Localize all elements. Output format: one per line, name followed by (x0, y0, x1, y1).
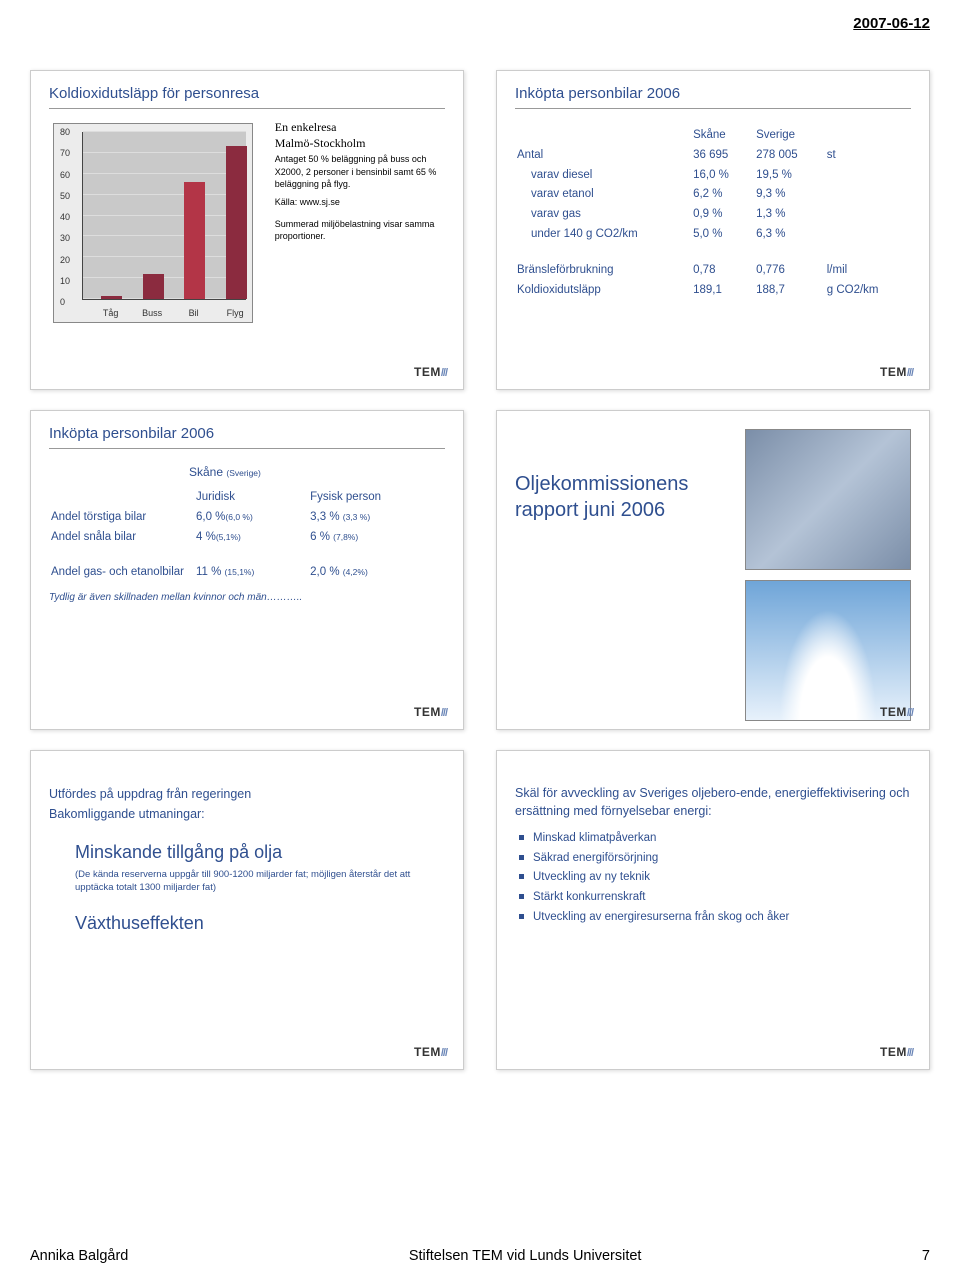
table-s3: JuridiskFysisk personAndel törstiga bila… (49, 487, 445, 584)
slide-4-title: Oljekommissionens rapport juni 2006 (515, 471, 745, 523)
slide-1: Koldioxidutsläpp för personresa 01020304… (30, 70, 464, 390)
note-s3: Summerad miljöbelastning visar samma pro… (275, 218, 445, 242)
image-oilpump (745, 429, 911, 570)
rule (515, 108, 911, 109)
slide-grid: Koldioxidutsläpp för personresa 01020304… (30, 70, 930, 1070)
region: Skåne (189, 465, 223, 479)
page-footer: Annika Balgård Stiftelsen TEM vid Lunds … (30, 1248, 930, 1264)
region-paren: (Sverige) (226, 468, 260, 478)
rule (49, 448, 445, 449)
bullet-item: Stärkt konkurrenskraft (533, 889, 911, 906)
bullet-item: Säkrad energiförsörjning (533, 850, 911, 867)
bullet-item: Utveckling av ny teknik (533, 869, 911, 886)
slide-2-title: Inköpta personbilar 2006 (515, 85, 911, 102)
oil-heading: Minskande tillgång på olja (75, 839, 445, 865)
footer-org: Stiftelsen TEM vid Lunds Universitet (409, 1248, 642, 1264)
tem-logo: TEM/// (880, 705, 913, 719)
tem-logo: TEM/// (880, 1045, 913, 1059)
lead-s6: Skäl för avveckling av Sveriges oljebero… (515, 785, 911, 820)
image-turbines (745, 580, 911, 721)
chart-note: En enkelresa Malmö-Stockholm Antaget 50 … (267, 119, 445, 381)
greenhouse-heading: Växthuseffekten (75, 910, 445, 936)
bar-chart: 01020304050607080TågBussBilFlyg (49, 119, 267, 381)
slide-2: Inköpta personbilar 2006 SkåneSverigeAnt… (496, 70, 930, 390)
table-s2: SkåneSverigeAntal36 695278 005stvarav di… (515, 125, 911, 302)
tem-logo: TEM/// (880, 365, 913, 379)
tem-logo: TEM/// (414, 1045, 447, 1059)
lead1: Utfördes på uppdrag från regeringen (49, 785, 445, 803)
footer-page: 7 (922, 1248, 930, 1264)
rule (49, 108, 445, 109)
footer-author: Annika Balgård (30, 1248, 128, 1264)
note-s1: Antaget 50 % beläggning på buss och X200… (275, 153, 445, 189)
slide-1-title: Koldioxidutsläpp för personresa (49, 85, 445, 102)
note-l2: Malmö-Stockholm (275, 135, 445, 151)
slide-4: Oljekommissionens rapport juni 2006 TEM/… (496, 410, 930, 730)
slide-3: Inköpta personbilar 2006 Skåne (Sverige)… (30, 410, 464, 730)
bullet-list: Minskad klimatpåverkan Säkrad energiförsö… (515, 830, 911, 925)
bar-Tåg (101, 296, 122, 299)
oil-paren: (De kända reserverna uppgår till 900-120… (75, 869, 445, 894)
lead2: Bakomliggande utmaningar: (49, 805, 445, 823)
tem-logo: TEM/// (414, 705, 447, 719)
image-stack (745, 425, 911, 721)
bar-Bil (184, 182, 205, 299)
note-s2: Källa: www.sj.se (275, 196, 445, 208)
slide-6: Skäl för avveckling av Sveriges oljebero… (496, 750, 930, 1070)
slide-3-title: Inköpta personbilar 2006 (49, 425, 445, 442)
note-l1: En enkelresa (275, 119, 445, 135)
footnote: Tydlig är även skillnaden mellan kvinnor… (49, 592, 445, 603)
bullet-item: Minskad klimatpåverkan (533, 830, 911, 847)
bar-Buss (143, 274, 164, 300)
page-date: 2007-06-12 (853, 15, 930, 32)
slide-5: Utfördes på uppdrag från regeringen Bako… (30, 750, 464, 1070)
bullet-item: Utveckling av energiresurserna från skog… (533, 909, 911, 926)
tem-logo: TEM/// (414, 365, 447, 379)
bar-Flyg (226, 146, 247, 299)
